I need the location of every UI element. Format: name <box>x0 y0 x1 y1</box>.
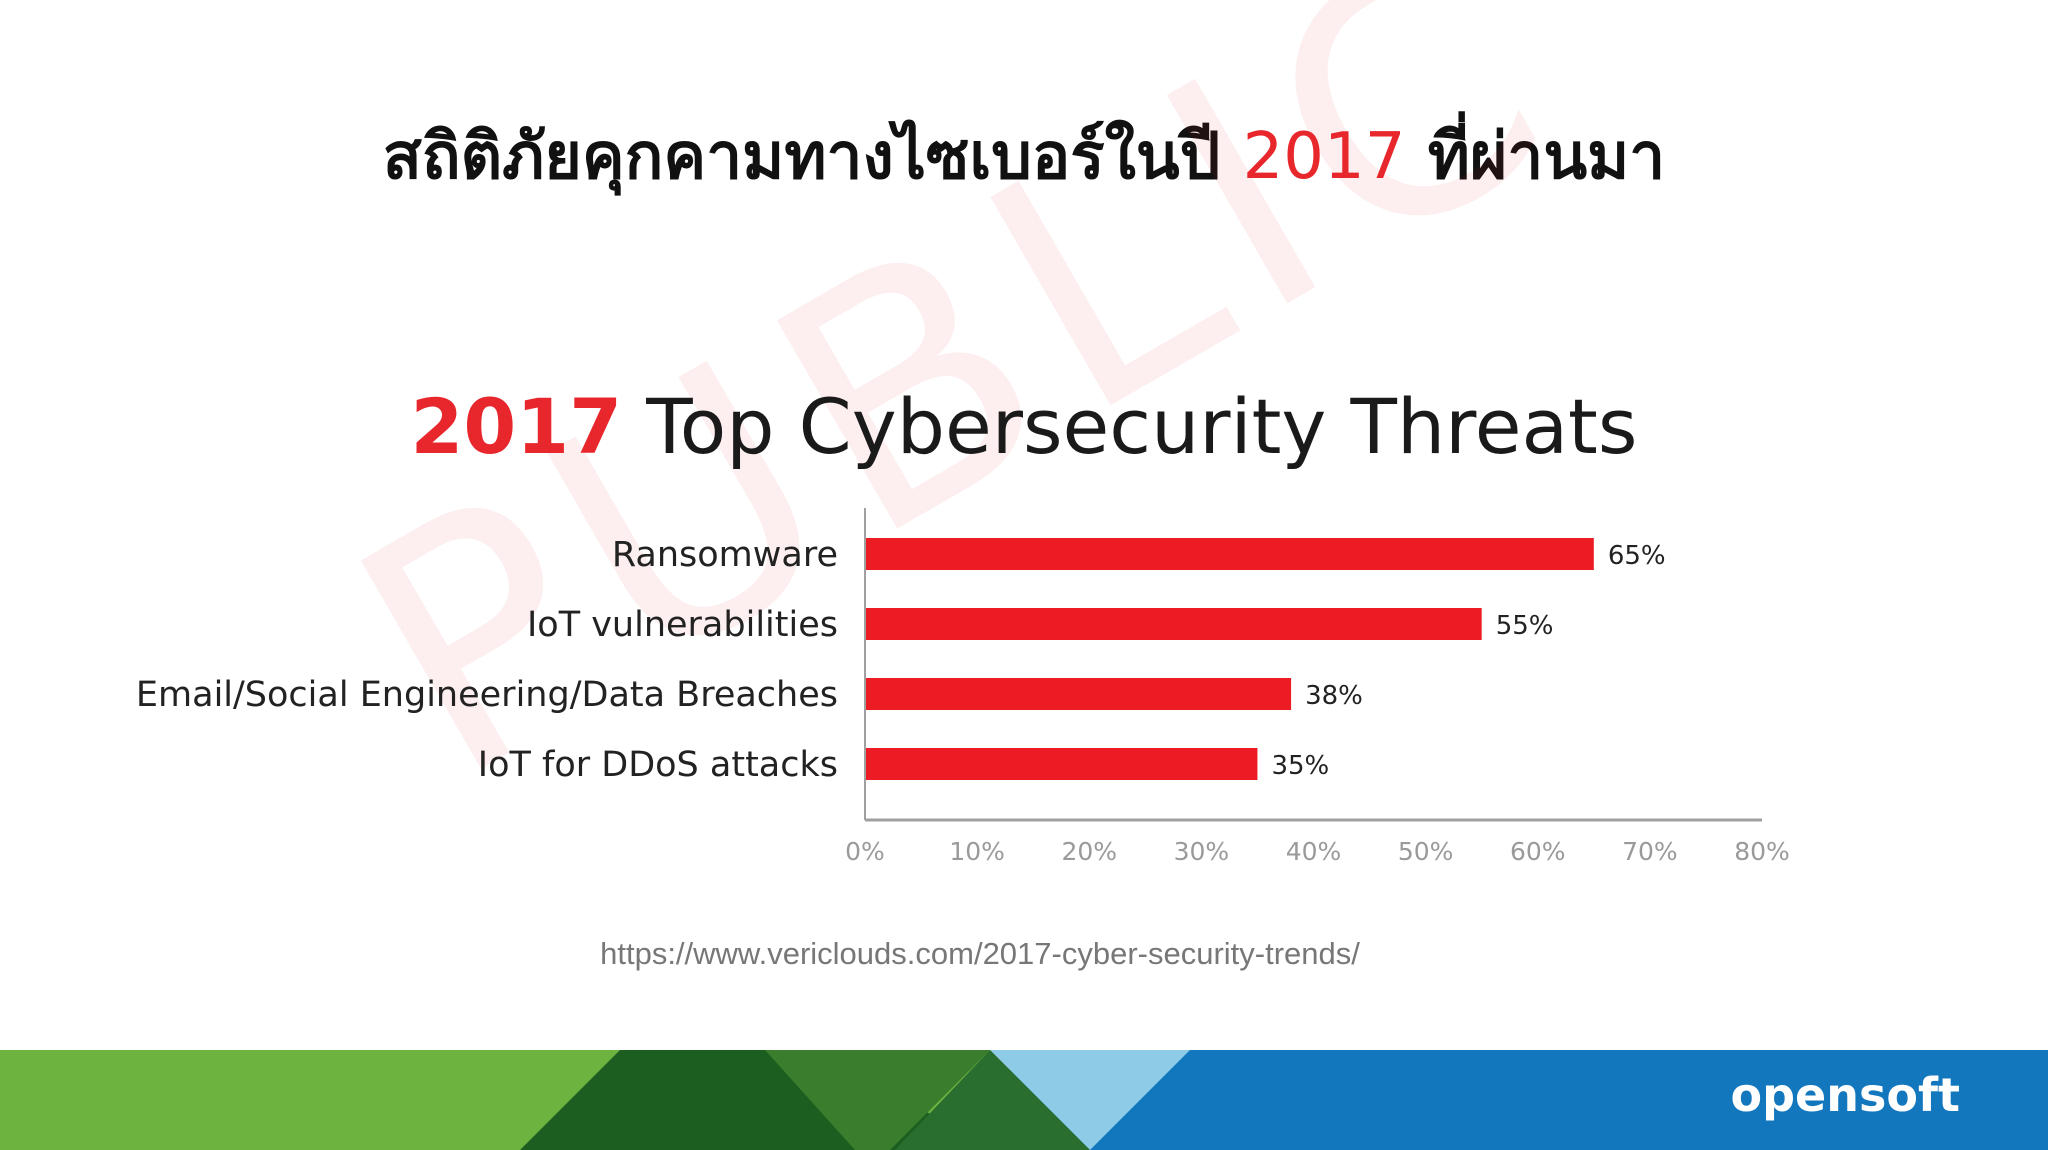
value-label: 55% <box>1496 611 1554 641</box>
bar-chart: Ransomware IoT vulnerabilities Email/Socia… <box>136 508 1790 866</box>
value-label: 38% <box>1305 681 1363 711</box>
axes <box>864 508 1762 822</box>
category-label: IoT vulnerabilities <box>527 605 838 645</box>
chart-title-text: Top Cybersecurity Threats <box>646 382 1638 471</box>
bar <box>865 538 1594 570</box>
x-tick-labels: 0% 10% 20% 30% 40% 50% 60% 70% 80% <box>845 837 1790 866</box>
x-tick-label: 20% <box>1061 837 1117 866</box>
footer-mid-green <box>765 1050 990 1150</box>
slide-title-suffix: ที่ผ่านมา <box>1427 120 1666 194</box>
value-label: 65% <box>1608 541 1666 571</box>
x-tick-label: 60% <box>1510 837 1566 866</box>
slide-title-prefix: สถิติภัยคุกคามทางไซเบอร์ในปี <box>382 120 1221 194</box>
x-tick-label: 0% <box>845 837 885 866</box>
footer-band <box>0 1050 2048 1150</box>
value-label: 35% <box>1271 751 1329 781</box>
footer-green-triangle <box>895 1050 1090 1150</box>
bar <box>865 678 1292 710</box>
source-url: https://www.vericlouds.com/2017-cyber-se… <box>600 936 1360 971</box>
chart-title: 2017 Top Cybersecurity Threats <box>0 382 2048 471</box>
x-tick-label: 50% <box>1398 837 1454 866</box>
bar <box>865 608 1482 640</box>
chart-title-year: 2017 <box>410 382 623 471</box>
x-tick-label: 40% <box>1286 837 1342 866</box>
slide-title: สถิติภัยคุกคามทางไซเบอร์ในปี 2017 ที่ผ่า… <box>0 105 2048 207</box>
category-label: Ransomware <box>612 535 838 575</box>
category-label: IoT for DDoS attacks <box>478 745 838 785</box>
x-tick-label: 80% <box>1734 837 1790 866</box>
x-tick-label: 10% <box>949 837 1005 866</box>
footer-light-blue <box>990 1050 1190 1150</box>
slide-title-year: 2017 <box>1242 120 1406 194</box>
bar <box>865 748 1258 780</box>
category-label: Email/Social Engineering/Data Breaches <box>136 675 838 715</box>
value-labels: 65% 55% 38% 35% <box>1271 541 1665 781</box>
x-tick-label: 30% <box>1174 837 1230 866</box>
category-labels: Ransomware IoT vulnerabilities Email/Socia… <box>136 535 838 785</box>
x-tick-label: 70% <box>1622 837 1678 866</box>
bars-layer <box>865 538 1594 780</box>
opensoft-logo: opensoft <box>1730 1068 1960 1122</box>
